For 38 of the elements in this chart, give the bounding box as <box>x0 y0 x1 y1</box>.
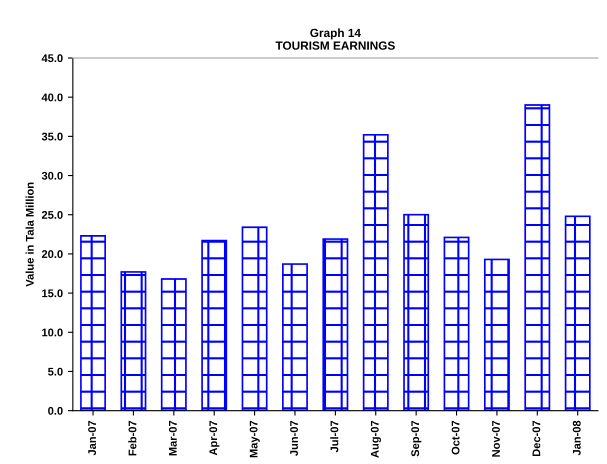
x-tick-label: Jan-08 <box>572 420 581 456</box>
y-tick-label: 0.0 <box>48 406 63 415</box>
bar <box>282 263 308 411</box>
y-tick-label: 20.0 <box>42 250 63 258</box>
x-tick-label: Nov-07 <box>492 420 500 457</box>
x-tick-label: Jan-07 <box>88 420 96 456</box>
bar <box>120 271 146 411</box>
x-tick-label: Jul-07 <box>330 420 338 452</box>
y-tick-label: 5.0 <box>48 368 63 376</box>
bar <box>160 278 187 411</box>
y-axis-title: Value in Tala Million <box>26 182 34 287</box>
bar <box>564 215 591 411</box>
x-tick-label: Sep-07 <box>411 420 422 456</box>
bar <box>362 134 389 411</box>
bar <box>322 238 348 411</box>
bar <box>484 258 510 411</box>
y-tick-label: 25.0 <box>42 210 63 219</box>
x-tick-label: Oct-07 <box>452 420 460 454</box>
x-tick-label: Feb-07 <box>128 420 136 456</box>
y-tick-label: 30.0 <box>42 172 63 180</box>
x-tick-label: Aug-07 <box>370 420 381 458</box>
y-tick-label: 40.0 <box>42 93 63 102</box>
bar <box>403 214 430 411</box>
y-tick-label: 45.0 <box>42 54 63 62</box>
y-tick-label: 10.0 <box>42 328 63 336</box>
x-tick-label: Mar-07 <box>168 420 177 456</box>
y-tick-label: 35.0 <box>42 132 63 141</box>
y-tick-label: 15.0 <box>42 289 63 298</box>
x-tick-label: Apr-07 <box>209 420 220 456</box>
chart-title: Graph 14 TOURISM EARNINGS <box>276 28 395 50</box>
x-tick-label: Jun-07 <box>290 420 298 456</box>
bar <box>80 235 106 411</box>
bar <box>524 104 550 411</box>
x-tick-label: May-07 <box>250 420 260 458</box>
bar <box>201 240 228 411</box>
x-tick-label: Dec-07 <box>532 420 540 456</box>
bar <box>444 236 470 411</box>
bar <box>242 226 268 411</box>
